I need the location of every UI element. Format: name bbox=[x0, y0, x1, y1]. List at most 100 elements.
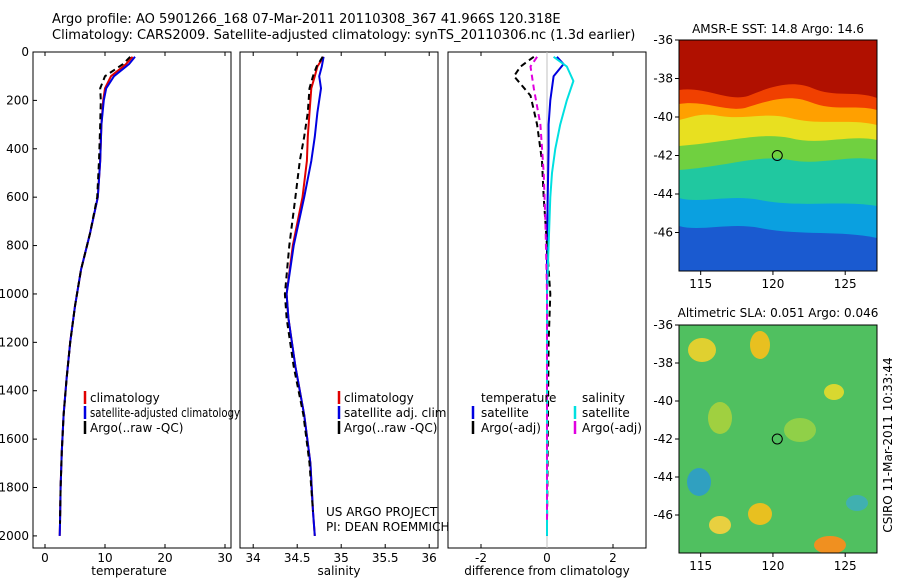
x-tick-label: 34.5 bbox=[284, 551, 311, 565]
legend-label-satellite-adjusted: satellite-adjusted climatology bbox=[90, 406, 240, 420]
project-credit: US ARGO PROJECT bbox=[326, 505, 438, 519]
difference-xlabel: difference from climatology bbox=[464, 564, 630, 578]
lat-tick-label: -40 bbox=[653, 110, 673, 124]
lon-tick-label: 125 bbox=[834, 559, 857, 573]
salinity-series bbox=[283, 56, 325, 536]
y-tick-label: 1800 bbox=[0, 481, 29, 495]
legend-label-argo: Argo(..raw -QC) bbox=[90, 421, 183, 435]
legend-label-satellite-adj: satellite adj. clim. bbox=[344, 406, 450, 420]
sla-lat-ticks: -36 -38 -40 -42 -44 -46 bbox=[653, 318, 679, 522]
lat-tick-label: -40 bbox=[653, 394, 673, 408]
lon-tick-label: 125 bbox=[834, 277, 857, 291]
sla-lon-ticks: 115 120 125 bbox=[689, 553, 857, 573]
x-tick-label: 34 bbox=[246, 551, 261, 565]
lat-tick-label: -36 bbox=[653, 318, 673, 332]
series-line-satellite-adj-clim bbox=[285, 56, 325, 536]
sla-argo-location-marker bbox=[771, 433, 783, 445]
depth-ticks: 0 200 400 600 800 1000 1200 1400 1600 1800 2000 bbox=[0, 45, 37, 543]
y-tick-label: 1000 bbox=[0, 287, 29, 301]
lat-tick-label: -44 bbox=[653, 470, 673, 484]
sst-lon-ticks: 115 120 125 bbox=[689, 271, 857, 291]
sst-map-panel: AMSR-E SST: 14.8 Argo: 14.6 -36 -38 -40 -42… bbox=[653, 22, 878, 291]
legend-title-temperature: temperature bbox=[481, 391, 556, 405]
legend-label-temp-satellite: satellite bbox=[481, 406, 529, 420]
sla-anomaly bbox=[687, 468, 711, 496]
legend-label-climatology: climatology bbox=[90, 391, 160, 405]
lon-tick-label: 120 bbox=[761, 559, 784, 573]
lon-tick-label: 120 bbox=[761, 277, 784, 291]
series-line-satellite bbox=[546, 55, 575, 536]
lat-tick-label: -42 bbox=[653, 432, 673, 446]
sla-anomaly bbox=[748, 503, 772, 525]
legend-label-temp-argo: Argo(-adj) bbox=[481, 421, 541, 435]
salinity-axes-frame bbox=[239, 51, 439, 549]
legend-label-sal-satellite: satellite bbox=[582, 406, 630, 420]
x-tick-label: 30 bbox=[217, 551, 232, 565]
sla-anomaly bbox=[688, 338, 716, 362]
series-line-argo-raw-qc bbox=[59, 56, 131, 524]
lat-tick-label: -46 bbox=[653, 226, 673, 240]
difference-panel: -2 0 2 difference from climatology tempera… bbox=[447, 51, 647, 578]
x-tick-label: 35 bbox=[334, 551, 349, 565]
x-tick-label: 20 bbox=[157, 551, 172, 565]
sst-field bbox=[679, 40, 877, 271]
y-tick-label: 800 bbox=[6, 239, 29, 253]
x-tick-label: 2 bbox=[609, 551, 617, 565]
y-tick-label: 600 bbox=[6, 190, 29, 204]
sst-argo-location-marker bbox=[771, 150, 783, 161]
x-tick-label: 35.5 bbox=[372, 551, 399, 565]
sst-lat-ticks: -36 -38 -40 -42 -44 -46 bbox=[653, 33, 679, 240]
series-line-satellite-adjusted-climatology bbox=[58, 56, 136, 536]
y-tick-label: 2000 bbox=[0, 529, 29, 543]
sla-anomaly bbox=[750, 331, 770, 359]
legend-label-argo: Argo(..raw -QC) bbox=[344, 421, 437, 435]
temperature-xlabel: temperature bbox=[91, 564, 166, 578]
legend-label-climatology: climatology bbox=[344, 391, 414, 405]
y-tick-label: 400 bbox=[6, 142, 29, 156]
sla-anomaly bbox=[709, 516, 731, 534]
salinity-panel: 34 34.5 35 35.5 36 salinity climatology sate… bbox=[239, 51, 450, 578]
legend-label-sal-argo: Argo(-adj) bbox=[582, 421, 642, 435]
sla-background bbox=[679, 325, 877, 553]
lon-tick-label: 115 bbox=[689, 559, 712, 573]
sla-anomaly bbox=[824, 384, 844, 400]
difference-legend: temperature satellite Argo(-adj) salinit… bbox=[471, 391, 642, 435]
series-line-argo-adj bbox=[513, 55, 552, 524]
legend-title-salinity: salinity bbox=[582, 391, 625, 405]
lat-tick-label: -38 bbox=[653, 72, 673, 86]
y-tick-label: 1600 bbox=[0, 432, 29, 446]
lat-tick-label: -36 bbox=[653, 33, 673, 47]
sla-map-panel: Altimetric SLA: 0.051 Argo: 0.046 -36 -38… bbox=[653, 306, 878, 573]
sla-anomaly bbox=[814, 536, 846, 553]
y-tick-label: 0 bbox=[21, 45, 29, 59]
salinity-ticks: 34 34.5 35 35.5 36 bbox=[246, 52, 437, 565]
sla-anomaly bbox=[784, 418, 816, 442]
lat-tick-label: -38 bbox=[653, 356, 673, 370]
temperature-panel: 0 200 400 600 800 1000 1200 1400 1600 1800 2000 0 1… bbox=[0, 45, 240, 578]
lon-tick-label: 115 bbox=[689, 277, 712, 291]
profile-title: Argo profile: AO 5901266_168 07-Mar-2011… bbox=[52, 12, 561, 27]
lat-tick-label: -44 bbox=[653, 187, 673, 201]
series-line-argo-adj bbox=[529, 56, 548, 524]
climatology-subtitle: Climatology: CARS2009. Satellite-adjuste… bbox=[52, 28, 636, 43]
csiro-timestamp: CSIRO 11-Mar-2011 10:33:44 bbox=[881, 357, 895, 532]
sla-anomaly bbox=[708, 402, 732, 434]
sst-band-dark-red bbox=[679, 40, 877, 98]
sla-field bbox=[679, 325, 877, 553]
x-tick-label: -2 bbox=[475, 551, 487, 565]
y-tick-label: 200 bbox=[6, 93, 29, 107]
temperature-axes-frame bbox=[32, 51, 232, 549]
temperature-ticks: 0 10 20 30 bbox=[41, 52, 233, 565]
difference-series bbox=[513, 52, 575, 548]
series-line-argo-raw-qc bbox=[283, 56, 324, 512]
lat-tick-label: -46 bbox=[653, 508, 673, 522]
salinity-legend: climatology satellite adj. clim. Argo(..… bbox=[337, 391, 450, 435]
temperature-series bbox=[58, 56, 136, 536]
salinity-xlabel: salinity bbox=[317, 564, 360, 578]
temperature-legend: climatology satellite-adjusted climatolo… bbox=[83, 391, 240, 435]
x-tick-label: 36 bbox=[422, 551, 437, 565]
y-tick-label: 1400 bbox=[0, 384, 29, 398]
y-tick-label: 1200 bbox=[0, 335, 29, 349]
sla-map-title: Altimetric SLA: 0.051 Argo: 0.046 bbox=[678, 306, 879, 320]
